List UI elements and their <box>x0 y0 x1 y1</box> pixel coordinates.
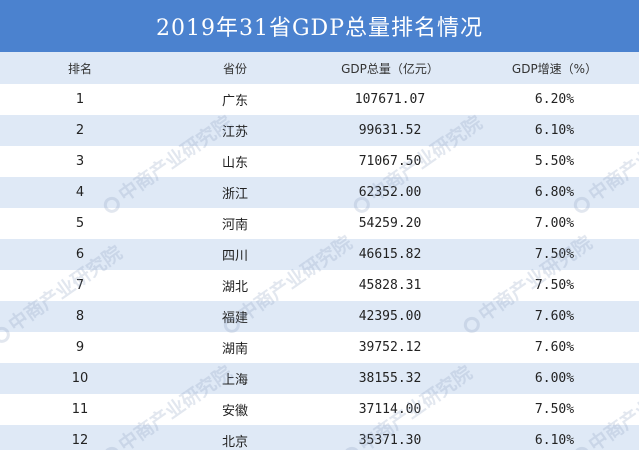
province-cell: 山东 <box>160 146 310 177</box>
province-cell: 湖北 <box>160 270 310 301</box>
header-province: 省份 <box>160 52 310 84</box>
growth-cell: 6.00% <box>470 363 639 394</box>
gdp-cell: 62352.00 <box>310 177 470 208</box>
province-cell: 上海 <box>160 363 310 394</box>
rank-cell: 4 <box>0 177 160 208</box>
growth-cell: 6.10% <box>470 115 639 146</box>
table-row: 5 河南 54259.20 7.00% <box>0 208 639 239</box>
rank-cell: 1 <box>0 84 160 115</box>
province-cell: 福建 <box>160 301 310 332</box>
gdp-ranking-table: 排名 省份 GDP总量（亿元） GDP增速（%） 1 广东 107671.07 6.2… <box>0 52 639 450</box>
header-gdp: GDP总量（亿元） <box>310 52 470 84</box>
gdp-cell: 71067.50 <box>310 146 470 177</box>
gdp-cell: 99631.52 <box>310 115 470 146</box>
growth-cell: 5.50% <box>470 146 639 177</box>
rank-cell: 11 <box>0 394 160 425</box>
province-cell: 四川 <box>160 239 310 270</box>
gdp-cell: 45828.31 <box>310 270 470 301</box>
gdp-cell: 35371.30 <box>310 425 470 450</box>
table-row: 3 山东 71067.50 5.50% <box>0 146 639 177</box>
table-row: 10 上海 38155.32 6.00% <box>0 363 639 394</box>
province-cell: 北京 <box>160 425 310 450</box>
rank-cell: 9 <box>0 332 160 363</box>
table-row: 11 安徽 37114.00 7.50% <box>0 394 639 425</box>
rank-cell: 10 <box>0 363 160 394</box>
gdp-cell: 107671.07 <box>310 84 470 115</box>
growth-cell: 6.20% <box>470 84 639 115</box>
growth-cell: 7.60% <box>470 332 639 363</box>
rank-cell: 3 <box>0 146 160 177</box>
rank-cell: 5 <box>0 208 160 239</box>
table-row: 9 湖南 39752.12 7.60% <box>0 332 639 363</box>
rank-cell: 6 <box>0 239 160 270</box>
header-growth: GDP增速（%） <box>470 52 639 84</box>
header-rank: 排名 <box>0 52 160 84</box>
rank-cell: 7 <box>0 270 160 301</box>
gdp-cell: 38155.32 <box>310 363 470 394</box>
table-row: 8 福建 42395.00 7.60% <box>0 301 639 332</box>
gdp-cell: 37114.00 <box>310 394 470 425</box>
growth-cell: 7.00% <box>470 208 639 239</box>
gdp-cell: 39752.12 <box>310 332 470 363</box>
province-cell: 江苏 <box>160 115 310 146</box>
gdp-cell: 42395.00 <box>310 301 470 332</box>
table-row: 6 四川 46615.82 7.50% <box>0 239 639 270</box>
growth-cell: 7.50% <box>470 239 639 270</box>
growth-cell: 7.50% <box>470 270 639 301</box>
province-cell: 湖南 <box>160 332 310 363</box>
table-row: 7 湖北 45828.31 7.50% <box>0 270 639 301</box>
header-row: 排名 省份 GDP总量（亿元） GDP增速（%） <box>0 52 639 84</box>
growth-cell: 7.50% <box>470 394 639 425</box>
province-cell: 安徽 <box>160 394 310 425</box>
table-row: 2 江苏 99631.52 6.10% <box>0 115 639 146</box>
growth-cell: 7.60% <box>470 301 639 332</box>
province-cell: 广东 <box>160 84 310 115</box>
rank-cell: 8 <box>0 301 160 332</box>
rank-cell: 2 <box>0 115 160 146</box>
gdp-cell: 54259.20 <box>310 208 470 239</box>
growth-cell: 6.10% <box>470 425 639 450</box>
gdp-cell: 46615.82 <box>310 239 470 270</box>
growth-cell: 6.80% <box>470 177 639 208</box>
table-row: 12 北京 35371.30 6.10% <box>0 425 639 450</box>
province-cell: 浙江 <box>160 177 310 208</box>
table-row: 1 广东 107671.07 6.20% <box>0 84 639 115</box>
title-bar: 2019年31省GDP总量排名情况 <box>0 0 639 52</box>
table-row: 4 浙江 62352.00 6.80% <box>0 177 639 208</box>
rank-cell: 12 <box>0 425 160 450</box>
province-cell: 河南 <box>160 208 310 239</box>
table-title: 2019年31省GDP总量排名情况 <box>156 16 483 41</box>
